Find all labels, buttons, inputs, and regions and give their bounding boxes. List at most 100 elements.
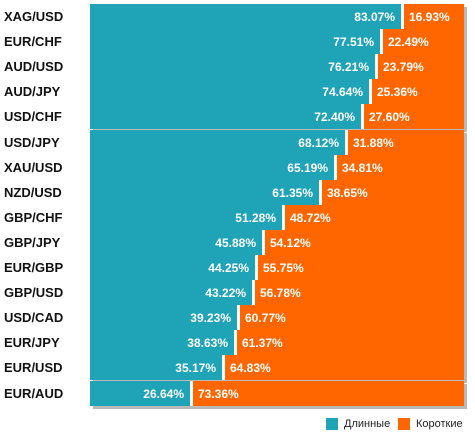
bar-long [90, 104, 361, 130]
bar-row: USD/CAD 39.23% 60.77% [0, 305, 475, 331]
data-label-short: 48.72% [290, 210, 331, 225]
bar-track: 51.28% 48.72% [90, 204, 464, 230]
data-label-long: 61.35% [272, 185, 313, 200]
bar-track: 43.22% 56.78% [90, 280, 464, 306]
legend: Длинные Короткие [0, 412, 475, 432]
bar-divider [255, 255, 258, 280]
bar-long [90, 355, 222, 381]
bar-track: 68.12% 31.88% [90, 129, 464, 155]
category-label: EUR/CHF [4, 34, 62, 50]
legend-label-long: Длинные [344, 418, 391, 430]
data-label-long: 26.64% [143, 386, 184, 401]
bar-long [90, 79, 369, 105]
bar-row: EUR/JPY 38.63% 61.37% [0, 330, 475, 356]
bar-divider [319, 179, 322, 205]
bar-track: 77.51% 22.49% [90, 29, 464, 55]
bar-short [404, 4, 464, 29]
bar-short [337, 154, 464, 180]
bar-divider [345, 129, 348, 155]
bar-divider [262, 229, 265, 255]
bar-short [237, 330, 464, 356]
bar-long [90, 129, 345, 155]
bar-row: NZD/USD 61.35% 38.65% [0, 179, 475, 205]
data-label-long: 68.12% [298, 135, 339, 150]
bar-long [90, 380, 190, 406]
bar-long [90, 255, 255, 280]
bar-row: EUR/AUD 26.64% 73.36% [0, 380, 475, 406]
bar-short [193, 380, 464, 406]
bar-divider [252, 280, 255, 306]
data-label-long: 39.23% [190, 311, 231, 326]
data-label-short: 27.60% [369, 110, 410, 125]
data-label-short: 23.79% [383, 60, 424, 75]
data-label-long: 77.51% [333, 35, 374, 50]
bar-track: 83.07% 16.93% [90, 4, 464, 29]
data-label-short: 54.12% [270, 235, 311, 250]
category-label: EUR/GBP [4, 260, 64, 275]
bar-short [255, 280, 464, 306]
bar-track: 39.23% 60.77% [90, 305, 464, 331]
bar-short [322, 179, 464, 205]
bar-divider [234, 330, 237, 356]
bar-track: 74.64% 25.36% [90, 79, 464, 105]
data-label-long: 45.88% [215, 235, 256, 250]
bar-row: USD/CHF 72.40% 27.60% [0, 104, 475, 130]
bar-track: 38.63% 61.37% [90, 330, 464, 356]
category-label: NZD/USD [4, 184, 62, 200]
bar-row: AUD/JPY 74.64% 25.36% [0, 79, 475, 105]
data-label-short: 56.78% [260, 286, 301, 301]
data-label-short: 60.77% [245, 311, 286, 326]
bar-short [372, 79, 464, 105]
bar-divider [401, 4, 404, 29]
data-label-long: 74.64% [322, 85, 363, 100]
bar-row: GBP/JPY 45.88% 54.12% [0, 229, 475, 255]
bar-short [258, 255, 464, 280]
bar-row: USD/JPY 68.12% 31.88% [0, 129, 475, 155]
data-label-long: 35.17% [175, 361, 216, 376]
data-label-long: 43.22% [205, 286, 246, 301]
bar-row: EUR/USD 35.17% 64.83% [0, 355, 475, 381]
bar-short [285, 204, 464, 230]
bar-long [90, 305, 237, 331]
data-label-short: 55.75% [263, 261, 304, 275]
bar-divider [334, 154, 337, 180]
bar-long [90, 29, 380, 55]
bar-divider [361, 104, 364, 130]
data-label-long: 72.40% [314, 110, 355, 125]
bar-long [90, 179, 319, 205]
bar-row: EUR/CHF 77.51% 22.49% [0, 29, 475, 55]
bar-divider [282, 204, 285, 230]
bar-divider [222, 355, 225, 381]
bar-track: 35.17% 64.83% [90, 355, 464, 381]
bar-row: AUD/USD 76.21% 23.79% [0, 54, 475, 80]
bar-short [240, 305, 464, 331]
bar-track: 65.19% 34.81% [90, 154, 464, 180]
legend-swatch-short [398, 418, 410, 430]
bar-long [90, 280, 252, 306]
data-label-short: 34.81% [342, 160, 383, 175]
bar-track: 76.21% 23.79% [90, 54, 464, 80]
data-label-short: 25.36% [377, 85, 418, 100]
category-label: USD/CHF [4, 109, 62, 125]
data-label-long: 51.28% [235, 210, 276, 225]
bar-divider [237, 305, 240, 331]
bar-row: GBP/CHF 51.28% 48.72% [0, 204, 475, 230]
category-label: AUD/JPY [4, 84, 61, 100]
data-label-long: 44.25% [208, 261, 249, 275]
legend-swatch-long [326, 418, 338, 430]
data-label-long: 83.07% [354, 10, 395, 24]
bar-long [90, 229, 262, 255]
data-label-short: 73.36% [198, 386, 239, 401]
data-label-short: 22.49% [388, 35, 429, 50]
bar-long [90, 4, 401, 29]
data-label-long: 38.63% [187, 336, 228, 351]
bar-short [378, 54, 464, 80]
category-label: AUD/USD [4, 59, 64, 75]
data-label-short: 64.83% [230, 361, 271, 376]
bar-long [90, 330, 234, 356]
legend-label-short: Короткие [416, 418, 463, 430]
bar-divider [380, 29, 383, 55]
bar-short [265, 229, 464, 255]
category-label: XAU/USD [4, 159, 63, 175]
